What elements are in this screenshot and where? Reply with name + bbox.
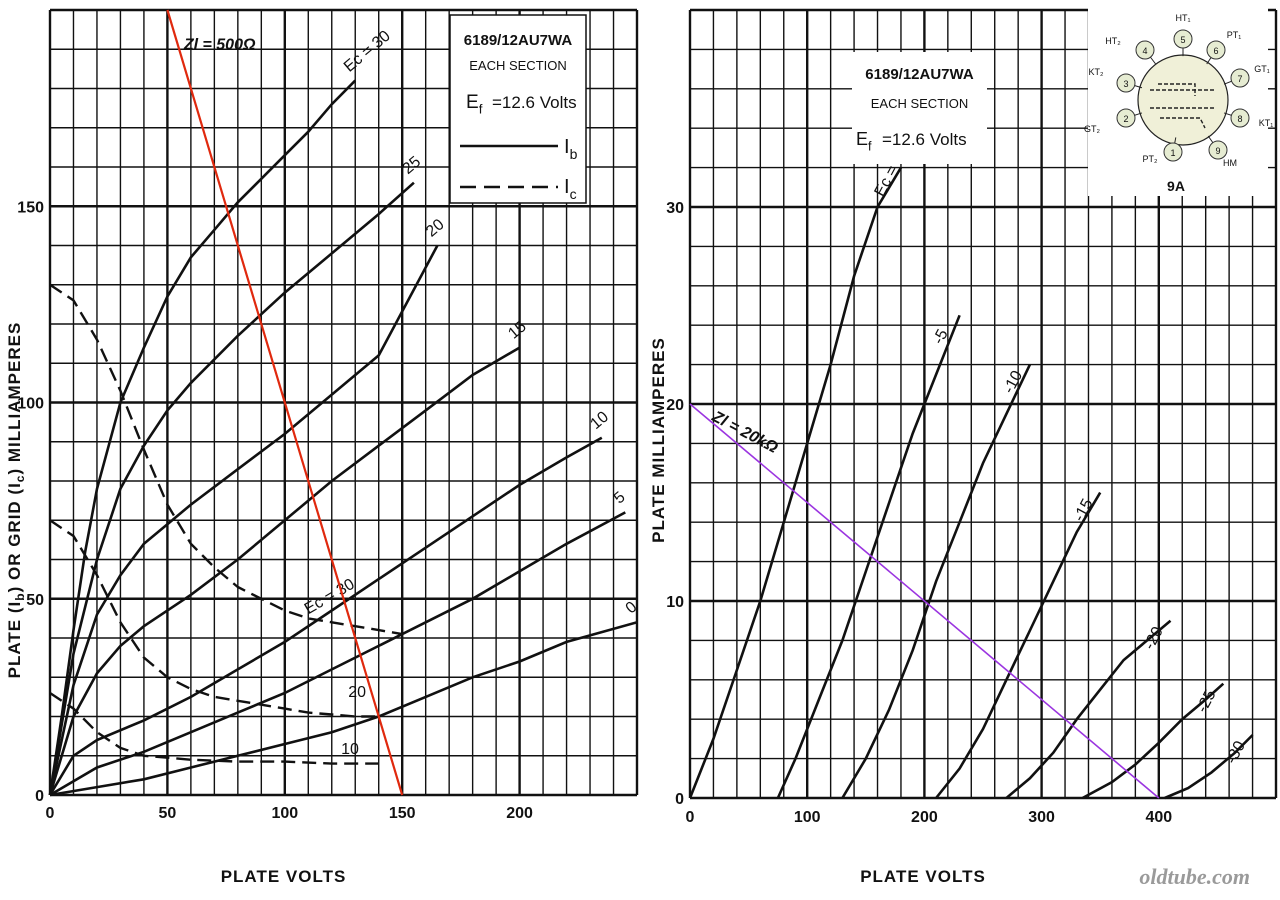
left-plate-curve-label-15: 15: [505, 318, 530, 343]
left-box-title: 6189/12AU7WA: [464, 32, 573, 49]
right-x-tick-label: 100: [794, 809, 821, 826]
left-load-line-label: Zl = 500Ω: [183, 36, 256, 53]
base-pin-name-4: HT₂: [1105, 36, 1121, 46]
left-load-line: [166, 9, 404, 796]
base-pin-name-5: HT₁: [1175, 13, 1190, 23]
base-pin-4: [1135, 40, 1155, 60]
left-grid-curve-label-20: 20: [348, 684, 366, 701]
base-pin-name-7: GT₁: [1254, 64, 1270, 74]
base-pin-number-8: 8: [1237, 114, 1242, 124]
left-y-tick-label: 50: [26, 592, 44, 609]
base-pin-number-9: 9: [1215, 146, 1220, 156]
base-pin-8: [1230, 108, 1250, 128]
base-pin-6: [1206, 40, 1226, 60]
left-plate-curve-label-20: 20: [423, 216, 448, 241]
left-plate-curve-5: [49, 511, 626, 797]
left-box-subtitle: EACH SECTION: [469, 58, 567, 73]
right-plate-curve--10: [841, 364, 1032, 799]
right-plate-curve--20: [1005, 619, 1172, 799]
base-pin-name-1: PT₂: [1143, 154, 1159, 164]
right-plate-curve--15: [935, 491, 1102, 799]
right-plate-curve-label--10: -10: [1000, 368, 1026, 396]
base-pin-5: [1173, 29, 1193, 49]
left-x-tick-label: 150: [389, 805, 416, 822]
right-box-title: 6189/12AU7WA: [865, 66, 974, 83]
base-pin-number-6: 6: [1213, 46, 1218, 56]
right-info-box: [852, 52, 987, 164]
left-box-filament-symbol: Ef: [466, 92, 483, 117]
right-x-tick-label: 400: [1145, 809, 1172, 826]
right-plate-chart: 0 100 200 300 400 0 10 20 30 PLATE VOLTS PLATE MIL…: [649, 8, 1278, 886]
left-x-tick-label: 200: [506, 805, 533, 822]
right-y-tick-label: 20: [666, 397, 684, 414]
right-box-subtitle: EACH SECTION: [871, 96, 969, 111]
left-grid-curve-10: [49, 692, 379, 765]
right-x-tick-label: 300: [1028, 809, 1055, 826]
base-pin-number-5: 5: [1180, 35, 1185, 45]
right-x-tick-label: 0: [686, 809, 695, 826]
base-pin-name-8: KT₁: [1259, 118, 1274, 128]
base-pin-number-1: 1: [1170, 148, 1175, 158]
left-y-axis-title: PLATE (Ib) OR GRID (Ic) MILLIAMPERES: [5, 322, 27, 679]
left-x-tick-label: 0: [46, 805, 55, 822]
right-y-tick-label: 10: [666, 594, 684, 611]
left-x-tick-label: 100: [271, 805, 298, 822]
left-plate-curve-15: [48, 346, 521, 796]
left-legend-ib: Ib: [564, 136, 578, 162]
left-grid-curve-30: [49, 283, 403, 636]
left-y-tick-label: 100: [17, 396, 44, 413]
base-pin-number-2: 2: [1123, 114, 1128, 124]
base-pin-1: [1163, 142, 1183, 162]
left-y-tick-label: 0: [35, 788, 44, 805]
left-gridlines: [48, 8, 639, 797]
base-pin-2: [1116, 108, 1136, 128]
right-y-tick-label: 0: [675, 791, 684, 808]
left-plate-curve-0: [49, 621, 638, 797]
base-pin-name-9: HM: [1223, 158, 1237, 168]
left-plate-curve-label-10: 10: [587, 408, 612, 433]
base-pin-9: [1208, 140, 1228, 160]
right-load-line: [689, 403, 1160, 799]
right-box-filament-symbol: Ef: [856, 129, 872, 153]
left-info-box: [449, 14, 587, 204]
base-diagram-disc: [1137, 54, 1229, 146]
base-pin-name-2: GT₂: [1084, 124, 1100, 134]
base-pin-number-7: 7: [1237, 74, 1242, 84]
right-y-axis-title: PLATE MILLIAMPERES: [649, 337, 668, 543]
right-x-axis-title: PLATE VOLTS: [860, 867, 986, 886]
left-plate-curve-20: [48, 244, 439, 796]
right-plate-curve-0: [688, 166, 903, 799]
right-box-filament: =12.6 Volts: [882, 130, 967, 149]
right-y-tick-label: 30: [666, 200, 684, 217]
left-x-tick-label: 50: [159, 805, 177, 822]
base-diagram-internals: [1150, 83, 1215, 129]
right-x-tick-label: 200: [911, 809, 938, 826]
left-plate-curve-25: [48, 181, 415, 796]
base-pin-7: [1230, 68, 1250, 88]
right-plate-curve--5: [776, 314, 961, 799]
left-grid-curve-20: [49, 519, 379, 718]
left-grid-curve-label-10: 10: [341, 741, 359, 758]
base-pin-name-6: PT₁: [1227, 30, 1242, 40]
left-plate-curve-30: [48, 79, 357, 796]
left-box-filament: =12.6 Volts: [492, 93, 577, 112]
base-pin-number-3: 3: [1123, 79, 1128, 89]
left-x-axis-title: PLATE VOLTS: [221, 867, 347, 886]
right-plate-curve--25: [1081, 682, 1225, 800]
right-plate-curve-label--15: -15: [1071, 496, 1097, 524]
left-legend-ic: Ic: [564, 176, 577, 202]
base-pin-name-3: KT₂: [1089, 67, 1105, 77]
left-y-tick-label: 150: [17, 199, 44, 216]
right-plate-curve--30: [1164, 734, 1254, 800]
watermark: oldtube.com: [1139, 864, 1250, 889]
left-plate-curve-label-30: Eᴄ = 30: [341, 27, 394, 75]
left-plate-grid-chart: 0 50 100 150 200 0 50 100 150 PLATE VOLTS PLATE (I…: [5, 8, 640, 886]
base-diagram-label: 9A: [1167, 178, 1185, 194]
base-pin-number-4: 4: [1142, 46, 1147, 56]
base-pin-3: [1116, 73, 1136, 93]
